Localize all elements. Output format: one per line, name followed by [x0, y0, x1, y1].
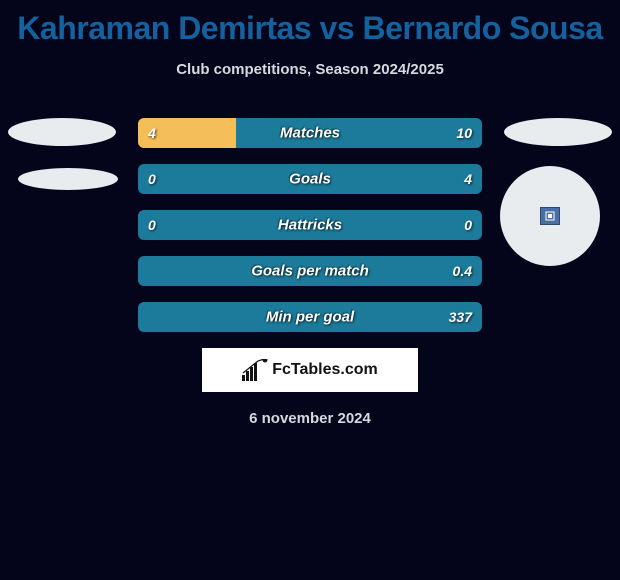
stat-value-left: 0: [148, 217, 156, 233]
stat-row: 337 Min per goal: [138, 302, 482, 332]
stat-label: Min per goal: [266, 309, 354, 326]
subtitle: Club competitions, Season 2024/2025: [0, 61, 620, 78]
privacy-badge-icon: [540, 207, 560, 225]
comparison-chart: 4 10 Matches 0 4 Goals 0 0 Hattricks 0.4 Goals per…: [0, 118, 620, 427]
player-left-avatar: [8, 118, 118, 212]
avatar-placeholder-ellipse: [18, 168, 118, 190]
branding-text: FcTables.com: [272, 361, 378, 379]
stat-value-right: 0.4: [453, 263, 472, 279]
stat-value-right: 10: [456, 125, 472, 141]
stat-label: Goals: [289, 171, 331, 188]
stat-value-right: 337: [449, 309, 472, 325]
stat-bars: 4 10 Matches 0 4 Goals 0 0 Hattricks 0.4 Goals per…: [138, 118, 482, 332]
stat-value-left: 4: [148, 125, 156, 141]
stat-value-left: 0: [148, 171, 156, 187]
fctables-logo-icon: [242, 359, 268, 381]
player-right-avatar: [504, 118, 612, 168]
stat-row: 0 4 Goals: [138, 164, 482, 194]
stat-label: Hattricks: [278, 217, 342, 234]
stat-label: Goals per match: [251, 263, 369, 280]
stat-row: 4 10 Matches: [138, 118, 482, 148]
branding-badge: FcTables.com: [202, 348, 418, 392]
stat-value-right: 0: [464, 217, 472, 233]
avatar-placeholder-circle: [500, 166, 600, 266]
bar-right-segment: [236, 118, 482, 148]
avatar-placeholder-ellipse: [504, 118, 612, 146]
stat-label: Matches: [280, 125, 340, 142]
stat-row: 0.4 Goals per match: [138, 256, 482, 286]
stat-value-right: 4: [464, 171, 472, 187]
stat-row: 0 0 Hattricks: [138, 210, 482, 240]
avatar-placeholder-ellipse: [8, 118, 116, 146]
snapshot-date: 6 november 2024: [0, 410, 620, 427]
page-title: Kahraman Demirtas vs Bernardo Sousa: [0, 0, 620, 47]
